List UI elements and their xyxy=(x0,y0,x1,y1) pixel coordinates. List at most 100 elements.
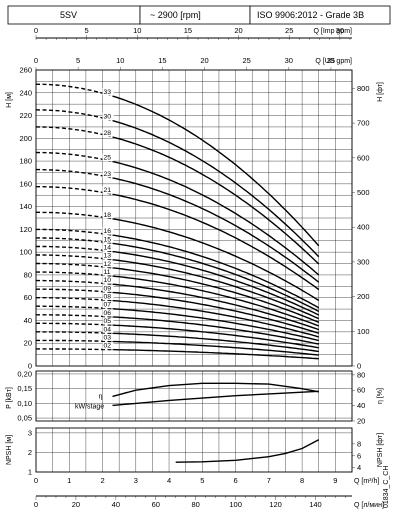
stage-curve-dashed-16 xyxy=(36,228,113,236)
stage-curve-dashed-02 xyxy=(36,348,113,351)
stage-curve-dashed-08 xyxy=(36,297,113,302)
header-model: 5SV xyxy=(60,10,77,20)
header-speed: ~ 2900 [rpm] xyxy=(150,10,201,20)
top-us-tick-label: 25 xyxy=(242,56,250,65)
stage-curve-30 xyxy=(112,119,320,258)
stage-curve-18 xyxy=(112,218,320,301)
stage-label-06: 06 xyxy=(104,310,112,317)
stage-label-04: 04 xyxy=(104,326,112,333)
stage-curve-dashed-28 xyxy=(36,126,113,138)
npsh-right-tick-label: 4 xyxy=(357,463,361,472)
top-imp-tick-label: 5 xyxy=(85,26,89,35)
top-imp-tick-label: 15 xyxy=(184,26,192,35)
stage-label-03: 03 xyxy=(104,334,112,341)
stage-label-bg xyxy=(102,88,114,96)
stage-label-bg xyxy=(102,112,114,121)
head-right-tick-label: 400 xyxy=(357,223,370,232)
lmin-tick-label: 20 xyxy=(72,500,80,509)
m3h-tick-label: 4 xyxy=(167,476,171,485)
head-frame xyxy=(35,69,353,367)
head-right-tick-label: 700 xyxy=(357,119,370,128)
stage-curve-dashed-25 xyxy=(35,151,113,163)
stage-curve-dashed-13 xyxy=(36,254,113,261)
npsh-left-axis-label: NPSH [м] xyxy=(6,435,13,465)
stage-label-bg xyxy=(102,153,114,161)
stage-curve-dashed-14 xyxy=(36,245,113,253)
head-right-tick-label: 600 xyxy=(357,153,370,162)
eff-right-tick-label: 80 xyxy=(357,370,365,379)
top-imp-axis-label: Q [Imp gpm] xyxy=(313,28,352,35)
stage-curve-14 xyxy=(112,250,320,316)
stage-curve-04 xyxy=(112,332,319,353)
m3h-tick-label: 9 xyxy=(333,476,337,485)
head-left-tick-label: 160 xyxy=(19,179,32,188)
head-right-tick-label: 0 xyxy=(357,362,361,371)
lmin-tick-label: 80 xyxy=(192,500,200,509)
top-us-tick-label: 15 xyxy=(158,56,166,65)
stage-label-bg xyxy=(102,128,114,137)
stage-curve-13 xyxy=(112,259,319,320)
stage-curve-02 xyxy=(112,348,319,360)
top-us-tick-label: 20 xyxy=(200,56,208,65)
header-standard: ISO 9906:2012 - Grade 3B xyxy=(257,10,364,20)
stage-label-bg xyxy=(102,169,114,178)
stage-label-bg xyxy=(102,235,114,243)
stage-curve-dashed-11 xyxy=(36,271,113,277)
npsh-right-tick-label: 6 xyxy=(357,451,361,460)
stage-curve-dashed-04 xyxy=(36,331,113,334)
stage-curve-dashed-07 xyxy=(36,305,113,310)
stage-label-25: 25 xyxy=(104,154,112,161)
stage-label-33: 33 xyxy=(104,89,112,96)
head-left-tick-label: 200 xyxy=(19,134,32,143)
stage-curve-07 xyxy=(112,308,319,342)
head-right-tick-label: 800 xyxy=(357,84,370,93)
head-right-tick-label: 200 xyxy=(357,292,370,301)
head-left-tick-label: 120 xyxy=(19,225,32,234)
stage-label-30: 30 xyxy=(104,114,112,121)
stage-curve-dashed-33 xyxy=(35,83,113,97)
bottom-axes: 0 1 2 3 4 5 6 7 8 9 Q [m³/h] 0 20 40 60 80 100 120 140 Q [л… xyxy=(34,476,384,509)
stage-label-bg xyxy=(102,333,114,341)
lmin-tick-label: 40 xyxy=(112,500,120,509)
m3h-tick-label: 2 xyxy=(100,476,104,485)
m3h-tick-label: 1 xyxy=(67,476,71,485)
stage-label-bg xyxy=(102,325,114,333)
stage-curve-08 xyxy=(112,299,319,338)
stage-label-bg xyxy=(102,227,114,235)
stage-curve-dashed-10 xyxy=(36,279,113,285)
stage-curve-dashed-09 xyxy=(36,288,113,294)
power-tick-label: 0,15 xyxy=(17,384,32,393)
top-us-tick-label: 35 xyxy=(327,56,335,65)
top-us-tick-label: 0 xyxy=(34,56,38,65)
power-series-label: kW/stage xyxy=(75,403,104,410)
stage-curve-21 xyxy=(112,193,320,291)
stage-curve-15 xyxy=(112,242,320,313)
stage-label-bg xyxy=(102,276,114,284)
eff-right-tick-label: 60 xyxy=(357,386,365,395)
stage-label-07: 07 xyxy=(104,302,112,309)
head-left-tick-label: 180 xyxy=(19,157,32,166)
head-left-tick-label: 40 xyxy=(24,316,32,325)
npsh-chart: 1 2 3 4 6 8 NPSH [м] NPSH [фт] xyxy=(6,427,384,477)
footer-code: 01834_C_CH xyxy=(383,466,390,508)
head-chart: 0 5 10 15 20 25 30Q [Imp gpm]0 5 10 15 20 25 30 35Q [… xyxy=(6,26,384,371)
stage-curve-28 xyxy=(112,136,320,265)
stage-label-15: 15 xyxy=(104,236,112,243)
stage-label-02: 02 xyxy=(104,343,112,350)
stage-curve-dashed-06 xyxy=(36,314,113,318)
lmin-tick-label: 100 xyxy=(229,500,242,509)
stage-curve-dashed-30 xyxy=(35,109,113,122)
stage-label-bg xyxy=(102,284,114,292)
stage-label-bg xyxy=(102,243,114,251)
head-right-tick-label: 300 xyxy=(357,257,370,266)
eff-axis-label: η [%] xyxy=(377,388,384,404)
head-right-tick-label: 500 xyxy=(357,188,370,197)
lmin-tick-label: 0 xyxy=(34,500,38,509)
stage-label-10: 10 xyxy=(104,277,112,284)
stage-label-14: 14 xyxy=(104,244,112,251)
npsh-left-tick-label: 2 xyxy=(28,448,32,457)
stage-label-bg xyxy=(102,300,114,309)
top-imp-tick-label: 0 xyxy=(34,26,38,35)
stage-curve-dashed-21 xyxy=(36,185,113,195)
